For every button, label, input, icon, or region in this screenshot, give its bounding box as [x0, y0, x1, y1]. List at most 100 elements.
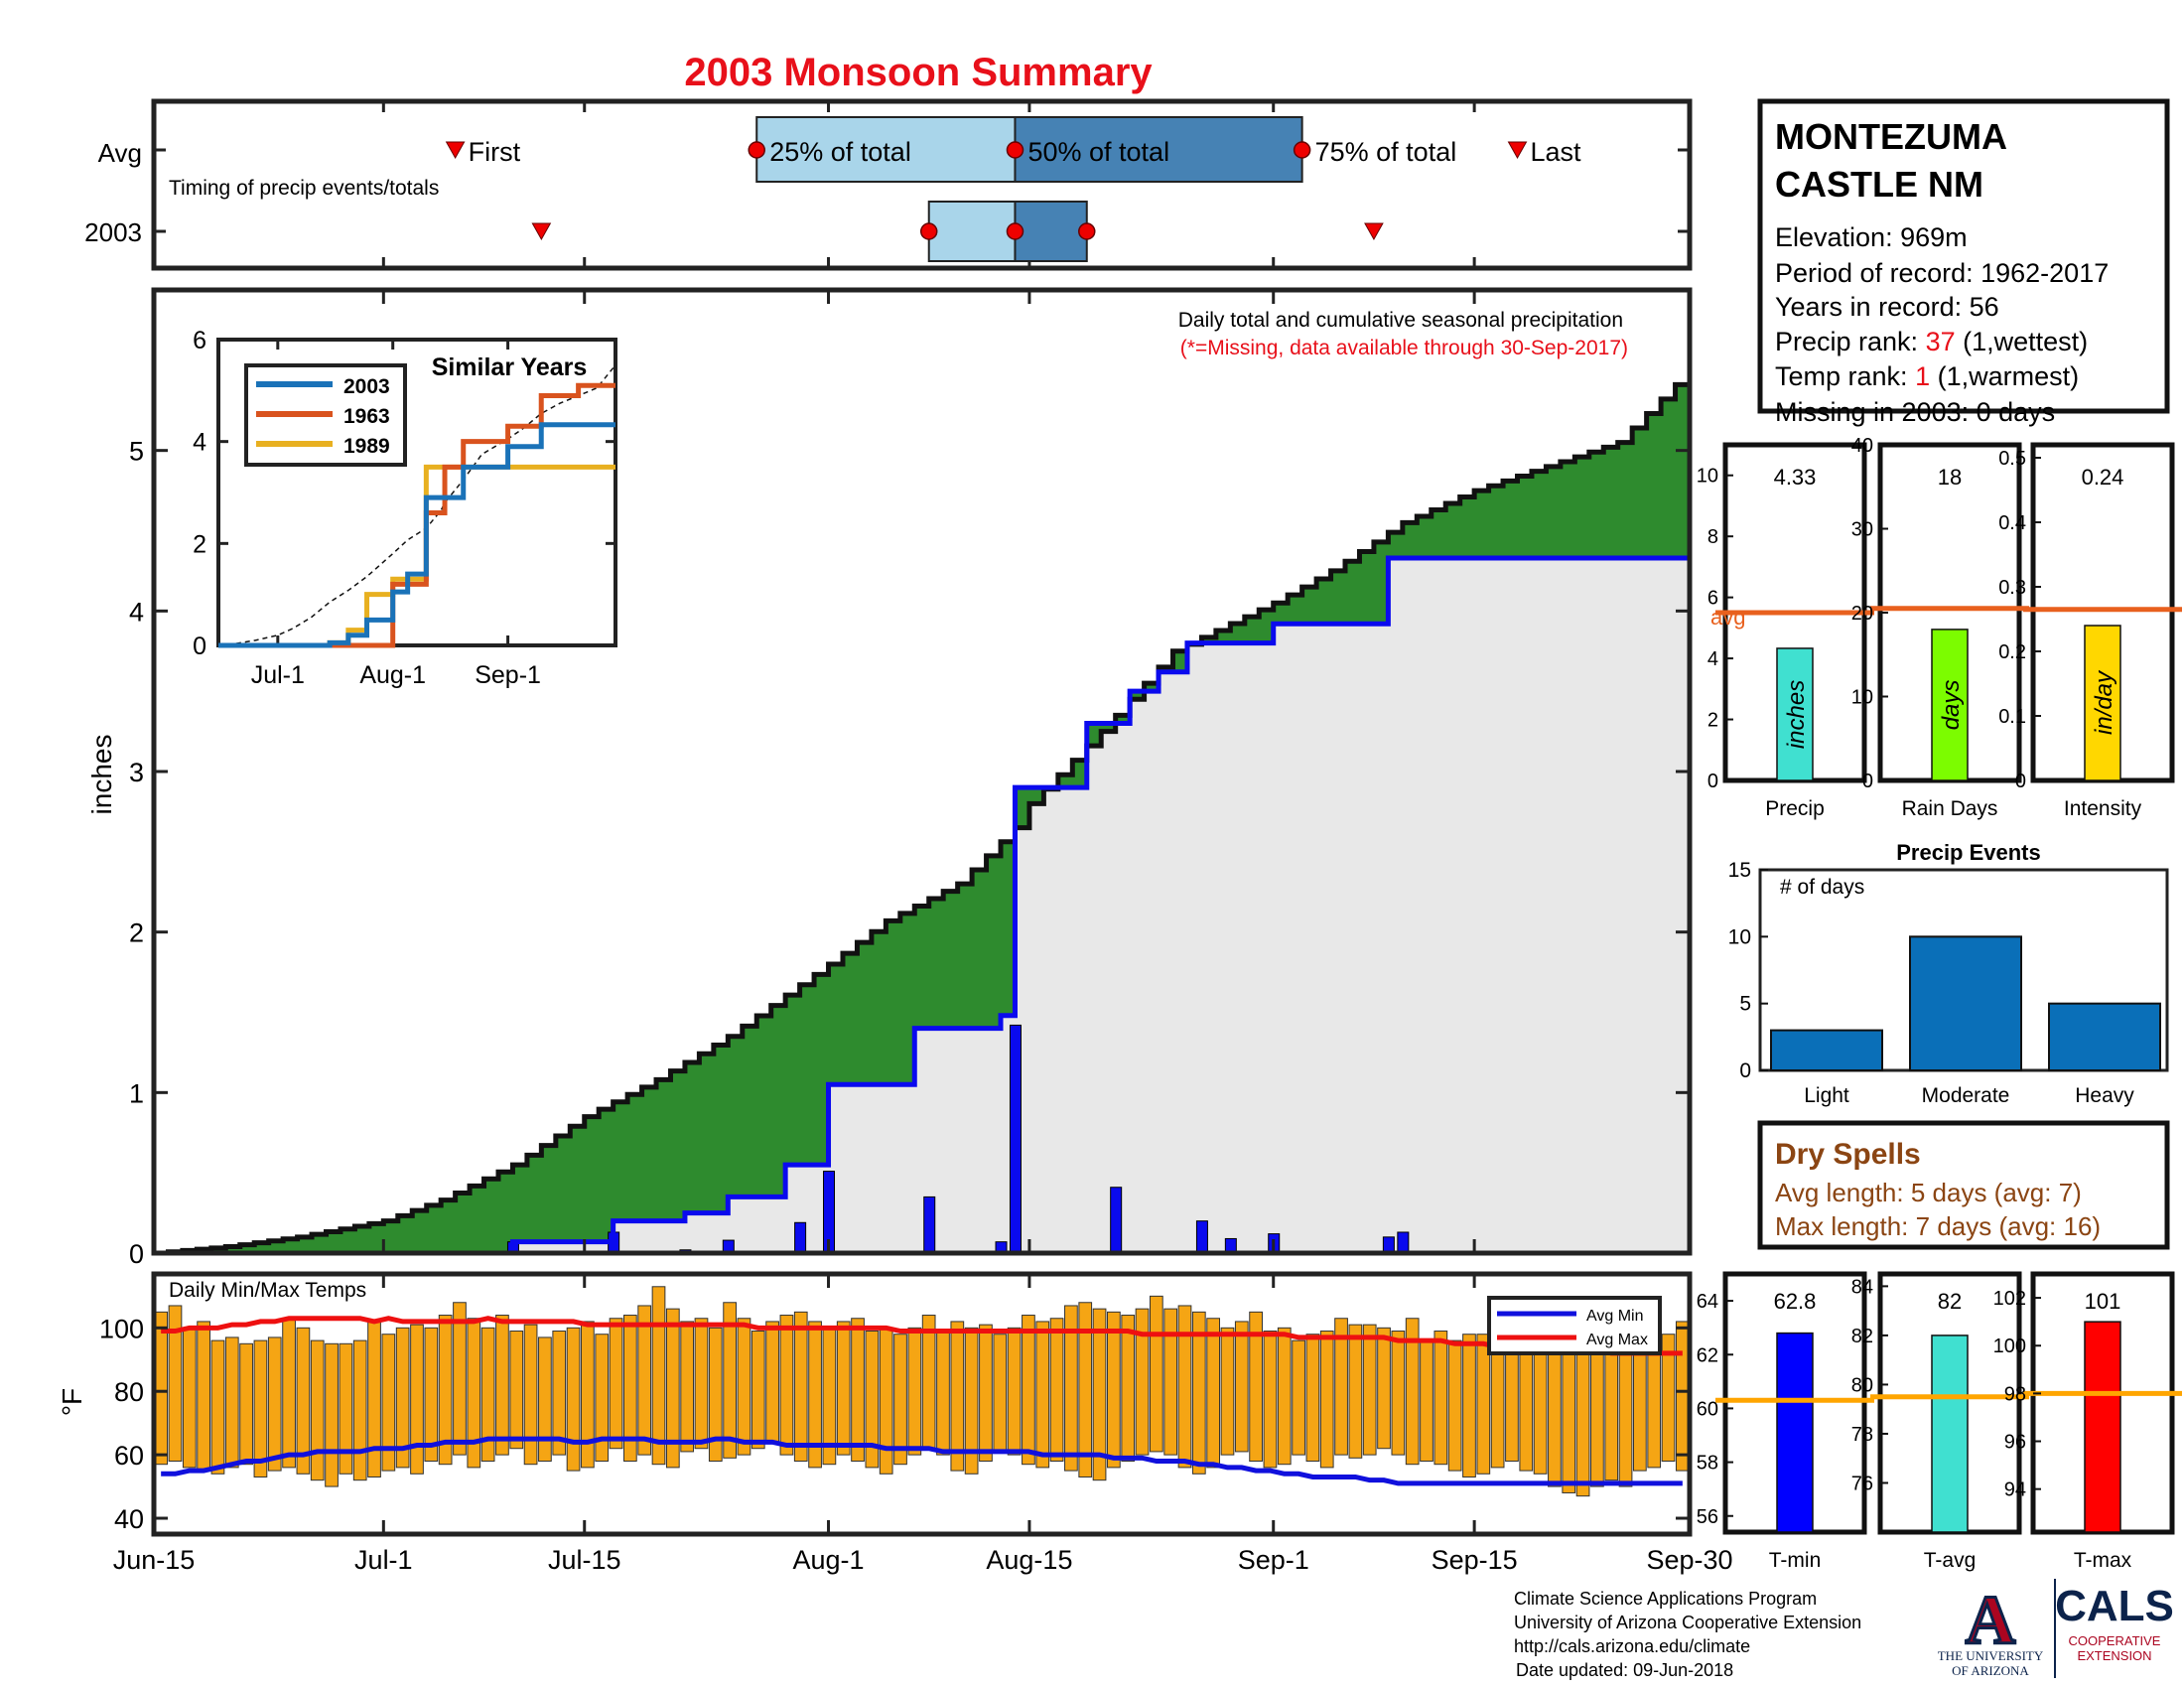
- inset-legend-1989: 1989: [343, 435, 390, 458]
- inset-xtick-label: Aug-1: [359, 661, 426, 689]
- events-title: Precip Events: [1896, 840, 2041, 865]
- gauge-label: Intensity: [2064, 797, 2142, 820]
- temp-bar: [1206, 1318, 1221, 1469]
- temp-bar: [1007, 1327, 1022, 1456]
- tgauge-value: 101: [2085, 1289, 2121, 1314]
- avg-first-marker: [445, 141, 466, 160]
- inset-series-2003: [218, 422, 615, 648]
- inset-axes: 0 2 4 6 Jul-1 Aug-1 Sep-1: [193, 327, 615, 689]
- events-bars: Light Moderate Heavy 0 5 10 15: [1728, 859, 2161, 1107]
- inset-legend-1963: 1963: [343, 405, 390, 428]
- temp-bar: [495, 1315, 509, 1456]
- temp-bar: [182, 1327, 197, 1469]
- inset-title: Similar Years: [432, 353, 588, 381]
- avg-50-75-box: [1014, 116, 1303, 183]
- temp-bar: [1022, 1315, 1035, 1466]
- temp-legend-min: Avg Min: [1586, 1308, 1644, 1325]
- temp-bar: [1163, 1308, 1178, 1456]
- events-bar: [1909, 935, 2022, 1071]
- station-precip-rank: Precip rank: 37 (1,wettest): [1775, 327, 2088, 356]
- temp-bar: [1490, 1345, 1505, 1469]
- gauge-bar: [1776, 647, 1814, 781]
- temp-bar: [964, 1327, 979, 1475]
- daily-precip-bar: [794, 1221, 807, 1254]
- tgauge-ytick-label: 60: [1697, 1398, 1718, 1420]
- gauge-value: 18: [1938, 465, 1962, 490]
- temp-bar: [1348, 1324, 1363, 1459]
- temp-title: Daily Min/Max Temps: [169, 1279, 366, 1302]
- tgauge-ytick-label: 62: [1697, 1344, 1718, 1366]
- footer-line2: University of Arizona Cooperative Extens…: [1514, 1613, 1861, 1632]
- station-years: Years in record: 56: [1775, 292, 1999, 322]
- temp-bar: [1078, 1302, 1093, 1477]
- temp-bar: [424, 1327, 439, 1463]
- avg-75-marker: [1293, 141, 1311, 159]
- 2003-first-marker: [531, 222, 552, 241]
- gauge-ytick-label: 6: [1707, 588, 1718, 610]
- precip-chart: 0 1 2 3 4 5 inches Daily total and cumulative…: [86, 287, 1693, 1269]
- temp-bar: [879, 1327, 893, 1475]
- temp-bar: [723, 1302, 737, 1459]
- gauge-bar: [2084, 625, 2121, 781]
- cumulative-2003-area: [154, 557, 1690, 1253]
- temp-bar: [224, 1336, 239, 1469]
- temp-bar: [595, 1334, 610, 1463]
- temp-bar: [751, 1331, 765, 1450]
- date-label: Jul-15: [548, 1545, 621, 1575]
- precip-ytick-label: 3: [129, 758, 144, 787]
- temp-bar: [509, 1331, 524, 1450]
- gauge-ytick-label: 10: [1851, 687, 1873, 709]
- temp-bar: [480, 1327, 495, 1463]
- tgauge-label: T-min: [1769, 1549, 1822, 1572]
- temp-bar: [1319, 1331, 1334, 1469]
- avg-25-50-box: [755, 116, 1017, 183]
- temp-bar: [352, 1339, 367, 1481]
- precip-ytick-label: 2: [129, 918, 144, 948]
- dry-spells: Dry Spells Avg length: 5 days (avg: 7) M…: [1757, 1120, 2170, 1250]
- gauge-avg-label: avg: [1710, 605, 1745, 630]
- temp-bar: [381, 1334, 396, 1472]
- temp-bar: [1092, 1308, 1107, 1481]
- events-bar: [1770, 1029, 1883, 1071]
- station-name-line2: CASTLE NM: [1775, 164, 1983, 205]
- temp-bar: [210, 1339, 225, 1475]
- ua-line1: THE UNIVERSITY: [1938, 1648, 2044, 1663]
- temp-bars: [154, 1286, 1690, 1497]
- station-name-line1: MONTEZUMA: [1775, 116, 2007, 157]
- precip-gauges: 0 2 4 6 8 10 4.33 inches Precip avg 0 10 20 30 40 18 day…: [1697, 435, 2182, 820]
- inset-ytick-label: 2: [193, 530, 206, 558]
- station-frame: [1757, 98, 2170, 414]
- footer: Climate Science Applications Program Uni…: [1514, 1589, 1861, 1680]
- dry-spells-max: Max length: 7 days (avg: 16): [1775, 1211, 2101, 1241]
- cals-wordmark: CALS: [2055, 1582, 2174, 1630]
- temp-bar: [680, 1321, 695, 1453]
- 2003-25-marker: [919, 222, 938, 240]
- inset-ytick-label: 0: [193, 633, 206, 660]
- station-elevation: Elevation: 969m: [1775, 222, 1968, 252]
- tgauge-ytick-label: 64: [1697, 1291, 1718, 1313]
- precip-events-chart: Precip Events # of days Light Moderate Hea…: [1728, 840, 2169, 1107]
- temp-bar: [1675, 1321, 1690, 1472]
- date-label: Jun-15: [113, 1545, 196, 1575]
- dry-spells-title: Dry Spells: [1775, 1138, 1921, 1171]
- temp-bar: [808, 1321, 822, 1469]
- tgauge-ytick-label: 96: [2004, 1432, 2026, 1454]
- temp-bar: [453, 1302, 467, 1456]
- temp-bar: [907, 1327, 922, 1456]
- cumulative-avg-line: [154, 369, 1693, 1256]
- temp-bar: [921, 1315, 936, 1450]
- events-category: Moderate: [1922, 1084, 2010, 1107]
- daily-precip-bar: [1009, 1024, 1022, 1254]
- temp-bar: [339, 1342, 353, 1475]
- dry-spells-frame: [1757, 1120, 2170, 1250]
- temp-bar: [622, 1315, 637, 1463]
- temp-bar: [552, 1331, 567, 1456]
- cals-line1: COOPERATIVE: [2069, 1633, 2161, 1648]
- temp-legend: [1487, 1296, 1662, 1355]
- temp-bar: [267, 1336, 282, 1472]
- events-bar: [2048, 1002, 2161, 1072]
- events-category: Light: [1804, 1084, 1849, 1107]
- avg-75-label: 75% of total: [1315, 137, 1457, 167]
- 2003-50-75-box: [1014, 201, 1088, 262]
- temp-bar: [851, 1318, 865, 1463]
